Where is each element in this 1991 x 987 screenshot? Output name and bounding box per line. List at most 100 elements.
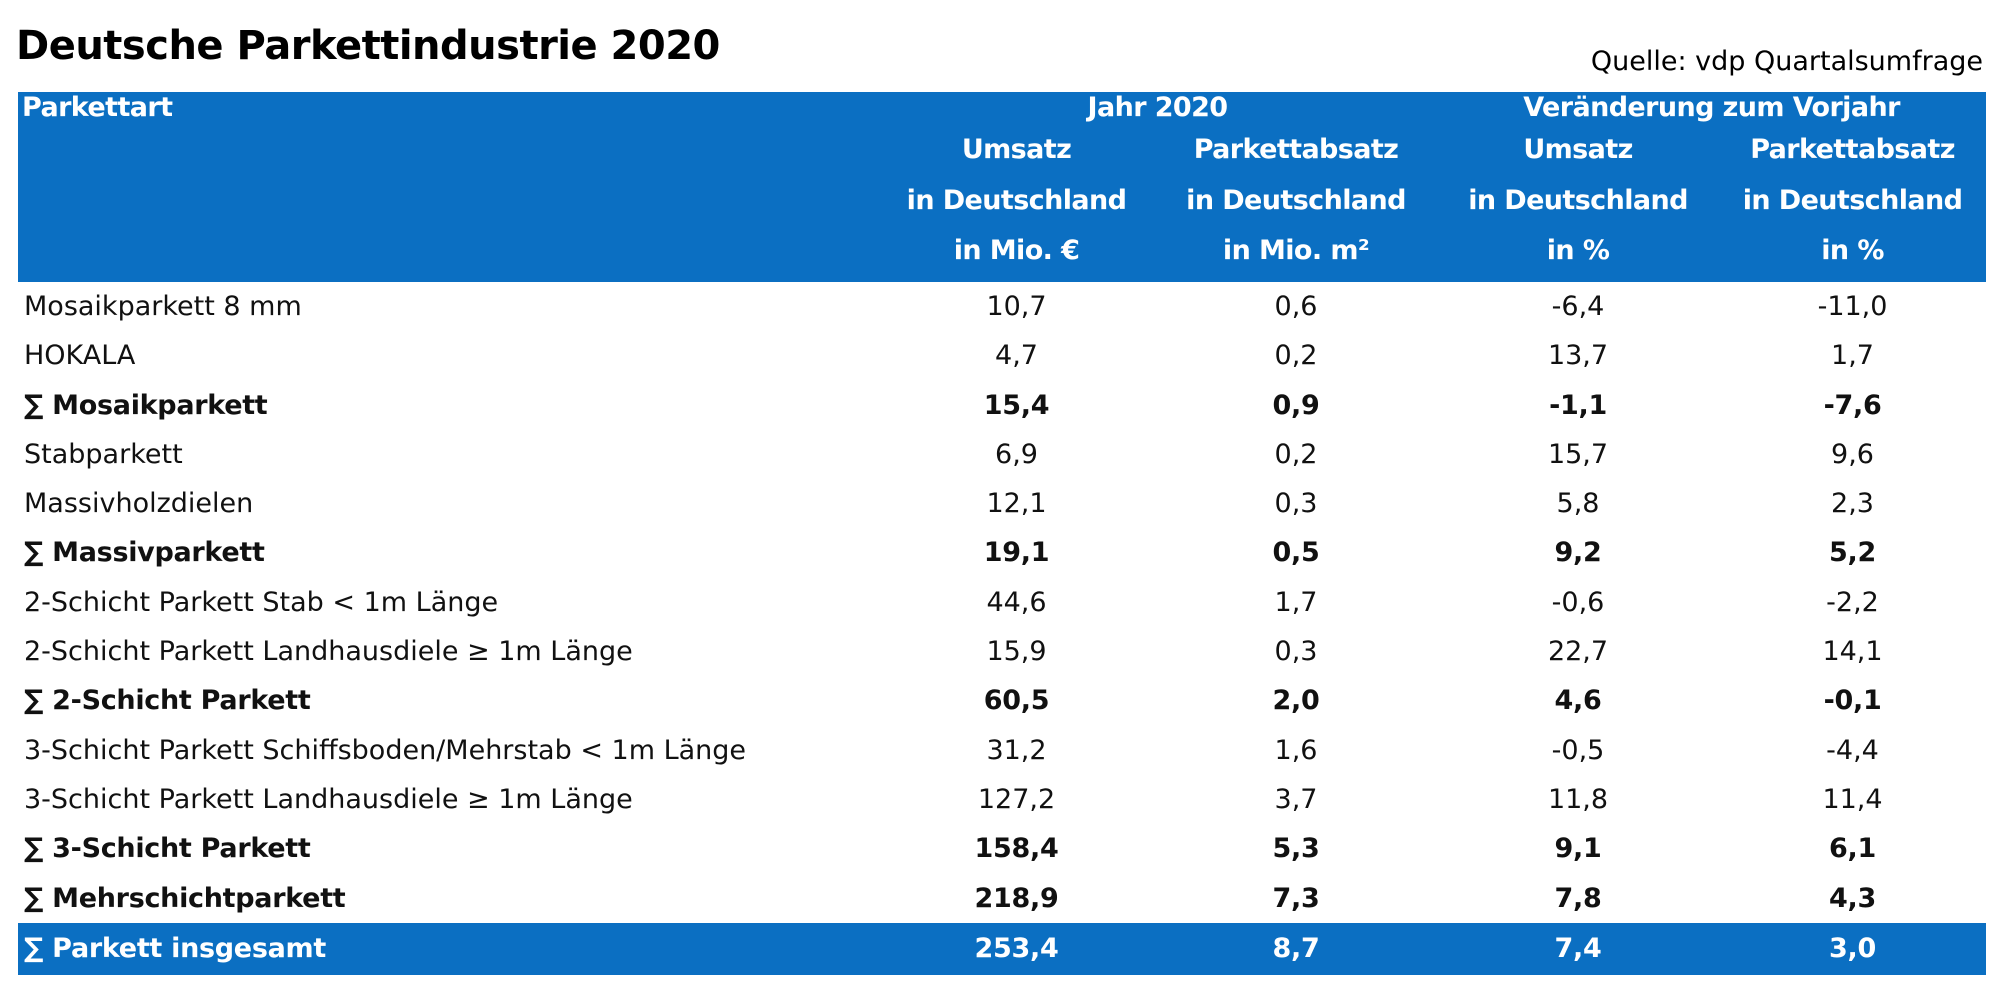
table-row: Mosaikparkett 8 mm 10,7 0,6 -6,4 -11,0 (18, 282, 1986, 331)
cell-absatz-pct: 14,1 (1822, 636, 1883, 668)
header-absatz-line3: in Mio. m² (1222, 235, 1370, 266)
cell-absatz: 2,0 (1272, 685, 1320, 717)
cell-umsatz: 127,2 (977, 783, 1056, 815)
table-row: 2-Schicht Parkett Landhausdiele ≥ 1m Län… (18, 627, 1986, 676)
subtotal-row: ∑ Massivparkett 19,1 0,5 9,2 5,2 (18, 528, 1986, 577)
cell-absatz-pct: 3,0 (1719, 922, 1987, 975)
cell-umsatz-pct: 7,8 (1554, 882, 1602, 914)
row-label: ∑ Mehrschichtparkett (24, 882, 346, 914)
table-row: 3-Schicht Parkett Landhausdiele ≥ 1m Län… (18, 775, 1986, 824)
header-umsatz-pct-line1: Umsatz (1523, 134, 1633, 165)
table-row: HOKALA 4,7 0,2 13,7 1,7 (18, 331, 1986, 380)
total-row: ∑ Parkett insgesamt 253,4 8,7 7,4 3,0 (18, 922, 1987, 975)
cell-absatz: 1,6 (1274, 734, 1318, 766)
cell-umsatz-pct: 22,7 (1547, 636, 1609, 668)
cell-umsatz: 218,9 (974, 882, 1059, 914)
cell-absatz: 8,7 (1155, 922, 1438, 975)
cell-umsatz: 253,4 (878, 922, 1155, 975)
row-label: 2-Schicht Parkett Stab < 1m Länge (24, 586, 499, 618)
cell-umsatz-pct: -6,4 (1551, 291, 1605, 322)
table-row: Massivholzdielen 12,1 0,3 5,8 2,3 (18, 479, 1986, 528)
table-body: Mosaikparkett 8 mm 10,7 0,6 -6,4 -11,0 H… (18, 282, 1987, 975)
header-umsatz-line3: in Mio. € (953, 235, 1080, 266)
cell-absatz: 1,7 (1274, 586, 1318, 618)
table-header: Parkettart Jahr 2020 Veränderung zum Vor… (18, 92, 1987, 282)
header-row-line3: in Mio. € in Mio. m² in % in % (18, 226, 1987, 282)
cell-umsatz-pct: 4,6 (1554, 685, 1602, 717)
header-umsatz-line2: in Deutschland (906, 185, 1127, 216)
header-umsatz-line1: Umsatz (961, 134, 1072, 165)
cell-umsatz: 4,7 (995, 340, 1038, 372)
row-label: Mosaikparkett 8 mm (24, 291, 302, 322)
header-group-row: Parkettart Jahr 2020 Veränderung zum Vor… (18, 92, 1987, 124)
cell-umsatz: 15,4 (983, 389, 1050, 421)
cell-umsatz-pct: 15,7 (1547, 438, 1609, 470)
cell-umsatz: 31,2 (986, 734, 1047, 766)
cell-umsatz-pct: -1,1 (1549, 389, 1607, 421)
header-absatz-line2: in Deutschland (1186, 185, 1406, 216)
cell-umsatz-pct: 9,1 (1554, 833, 1602, 865)
table-row: 3-Schicht Parkett Schiffsboden/Mehrstab … (18, 726, 1986, 775)
row-label: HOKALA (24, 340, 136, 372)
cell-umsatz-pct: 7,4 (1437, 922, 1720, 975)
cell-umsatz-pct: -0,5 (1551, 734, 1605, 766)
parkett-table: Parkettart Jahr 2020 Veränderung zum Vor… (18, 92, 1987, 975)
cell-umsatz: 12,1 (986, 488, 1047, 520)
cell-umsatz-pct: 13,7 (1547, 340, 1609, 372)
header-group-veraenderung: Veränderung zum Vorjahr (1523, 92, 1900, 123)
cell-absatz-pct: -2,2 (1826, 586, 1879, 618)
header-group-jahr: Jahr 2020 (1087, 92, 1229, 123)
header-spacer (18, 175, 878, 226)
header-umsatz-pct-line3: in % (1546, 235, 1610, 266)
cell-umsatz-pct: 11,8 (1547, 783, 1609, 815)
cell-umsatz: 158,4 (974, 833, 1059, 865)
cell-umsatz: 10,7 (986, 291, 1047, 322)
cell-umsatz: 44,6 (986, 586, 1047, 618)
row-label: ∑ Mosaikparkett (24, 389, 268, 421)
row-label: Stabparkett (24, 438, 183, 470)
cell-absatz-pct: 1,7 (1831, 340, 1874, 372)
cell-absatz: 5,3 (1272, 833, 1320, 865)
subtotal-row: ∑ 2-Schicht Parkett 60,5 2,0 4,6 -0,1 (18, 676, 1986, 725)
row-label: Massivholzdielen (24, 488, 254, 520)
cell-umsatz: 6,9 (995, 438, 1038, 470)
cell-absatz-pct: 6,1 (1829, 833, 1876, 865)
row-label: ∑ Massivparkett (24, 537, 265, 569)
cell-absatz: 0,5 (1272, 537, 1320, 569)
header-parkettart: Parkettart (22, 92, 173, 123)
header-absatz-line1: Parkettabsatz (1193, 134, 1399, 165)
cell-absatz-pct: -7,6 (1823, 389, 1882, 421)
row-label: ∑ 2-Schicht Parkett (24, 685, 311, 717)
header-umsatz-pct-line2: in Deutschland (1468, 185, 1688, 216)
cell-absatz-pct: 4,3 (1829, 882, 1876, 914)
header-absatz-pct-line1: Parkettabsatz (1750, 134, 1955, 165)
row-label: 3-Schicht Parkett Schiffsboden/Mehrstab … (24, 734, 747, 766)
header-absatz-pct-line2: in Deutschland (1742, 185, 1963, 216)
header-absatz-pct-line3: in % (1821, 235, 1884, 266)
cell-absatz: 3,7 (1274, 783, 1318, 815)
row-label: 3-Schicht Parkett Landhausdiele ≥ 1m Län… (24, 783, 633, 815)
header-spacer (18, 226, 878, 282)
table-row: 2-Schicht Parkett Stab < 1m Länge 44,6 1… (18, 578, 1986, 627)
subtotal-row: ∑ 3-Schicht Parkett 158,4 5,3 9,1 6,1 (18, 824, 1986, 873)
cell-umsatz-pct: 5,8 (1556, 488, 1600, 520)
cell-absatz: 0,9 (1272, 389, 1320, 421)
cell-absatz: 0,3 (1274, 488, 1318, 520)
subtotal-row: ∑ Mosaikparkett 15,4 0,9 -1,1 -7,6 (18, 381, 1986, 430)
cell-umsatz: 19,1 (983, 537, 1050, 569)
cell-absatz: 0,6 (1274, 291, 1318, 322)
row-label: ∑ 3-Schicht Parkett (24, 833, 311, 865)
header-row-line2: in Deutschland in Deutschland in Deutsch… (18, 175, 1987, 226)
cell-absatz-pct: 2,3 (1831, 488, 1874, 520)
cell-absatz: 0,3 (1274, 636, 1318, 668)
row-label: ∑ Parkett insgesamt (18, 922, 878, 975)
page-title: Deutsche Parkettindustrie 2020 (16, 23, 720, 69)
cell-absatz: 7,3 (1272, 882, 1320, 914)
subtotal-row: ∑ Mehrschichtparkett 218,9 7,3 7,8 4,3 (18, 874, 1986, 923)
cell-umsatz-pct: -0,6 (1551, 586, 1605, 618)
cell-absatz-pct: -4,4 (1826, 734, 1879, 766)
header-spacer (18, 124, 878, 175)
cell-umsatz-pct: 9,2 (1554, 537, 1602, 569)
cell-absatz-pct: -0,1 (1823, 685, 1882, 717)
source-note: Quelle: vdp Quartalsumfrage (1590, 46, 1983, 77)
